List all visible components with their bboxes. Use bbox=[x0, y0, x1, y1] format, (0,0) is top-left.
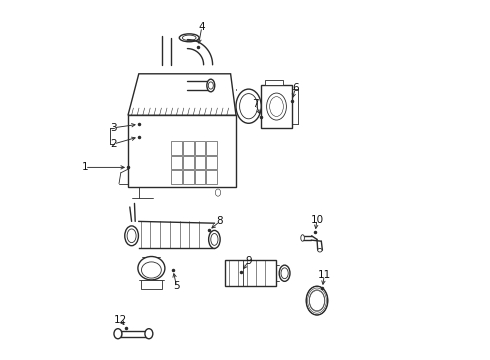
Text: 12: 12 bbox=[114, 315, 127, 325]
Text: 4: 4 bbox=[198, 22, 205, 32]
Ellipse shape bbox=[145, 329, 153, 339]
Bar bbox=[183, 170, 194, 184]
Ellipse shape bbox=[207, 79, 215, 92]
Bar bbox=[171, 141, 182, 155]
Bar bbox=[195, 170, 205, 184]
Ellipse shape bbox=[270, 97, 283, 117]
Bar bbox=[128, 115, 236, 187]
Ellipse shape bbox=[306, 286, 328, 315]
Ellipse shape bbox=[301, 235, 304, 241]
Text: 3: 3 bbox=[110, 123, 117, 133]
Ellipse shape bbox=[215, 189, 221, 196]
Text: 10: 10 bbox=[311, 215, 323, 225]
Ellipse shape bbox=[281, 268, 288, 279]
Text: 7: 7 bbox=[252, 99, 259, 109]
Polygon shape bbox=[128, 74, 236, 115]
Bar bbox=[195, 156, 205, 169]
Bar bbox=[183, 141, 194, 155]
Bar bbox=[206, 156, 217, 169]
Text: 11: 11 bbox=[318, 270, 331, 280]
Bar bbox=[171, 156, 182, 169]
Text: 8: 8 bbox=[217, 216, 223, 226]
Ellipse shape bbox=[127, 229, 136, 243]
Ellipse shape bbox=[208, 82, 213, 89]
Ellipse shape bbox=[138, 256, 165, 280]
Ellipse shape bbox=[240, 94, 258, 119]
Ellipse shape bbox=[310, 291, 324, 311]
Bar bbox=[171, 170, 182, 184]
Ellipse shape bbox=[114, 329, 122, 339]
Bar bbox=[195, 141, 205, 155]
Bar bbox=[141, 280, 162, 289]
Text: 2: 2 bbox=[110, 139, 117, 149]
Ellipse shape bbox=[318, 248, 322, 252]
Ellipse shape bbox=[125, 226, 139, 246]
Bar bbox=[225, 260, 275, 286]
Ellipse shape bbox=[182, 35, 196, 41]
Ellipse shape bbox=[142, 262, 161, 278]
Text: 6: 6 bbox=[292, 83, 299, 93]
Ellipse shape bbox=[179, 34, 199, 42]
Bar bbox=[206, 170, 217, 184]
Ellipse shape bbox=[279, 265, 290, 282]
Text: 1: 1 bbox=[81, 162, 88, 172]
Bar bbox=[265, 80, 283, 85]
Ellipse shape bbox=[236, 89, 261, 123]
Text: 9: 9 bbox=[245, 256, 252, 266]
Bar bbox=[183, 156, 194, 169]
Text: 5: 5 bbox=[173, 281, 180, 291]
Ellipse shape bbox=[209, 230, 220, 248]
Ellipse shape bbox=[267, 93, 286, 120]
Bar bbox=[261, 85, 292, 128]
Bar bbox=[206, 141, 217, 155]
Ellipse shape bbox=[211, 234, 218, 246]
